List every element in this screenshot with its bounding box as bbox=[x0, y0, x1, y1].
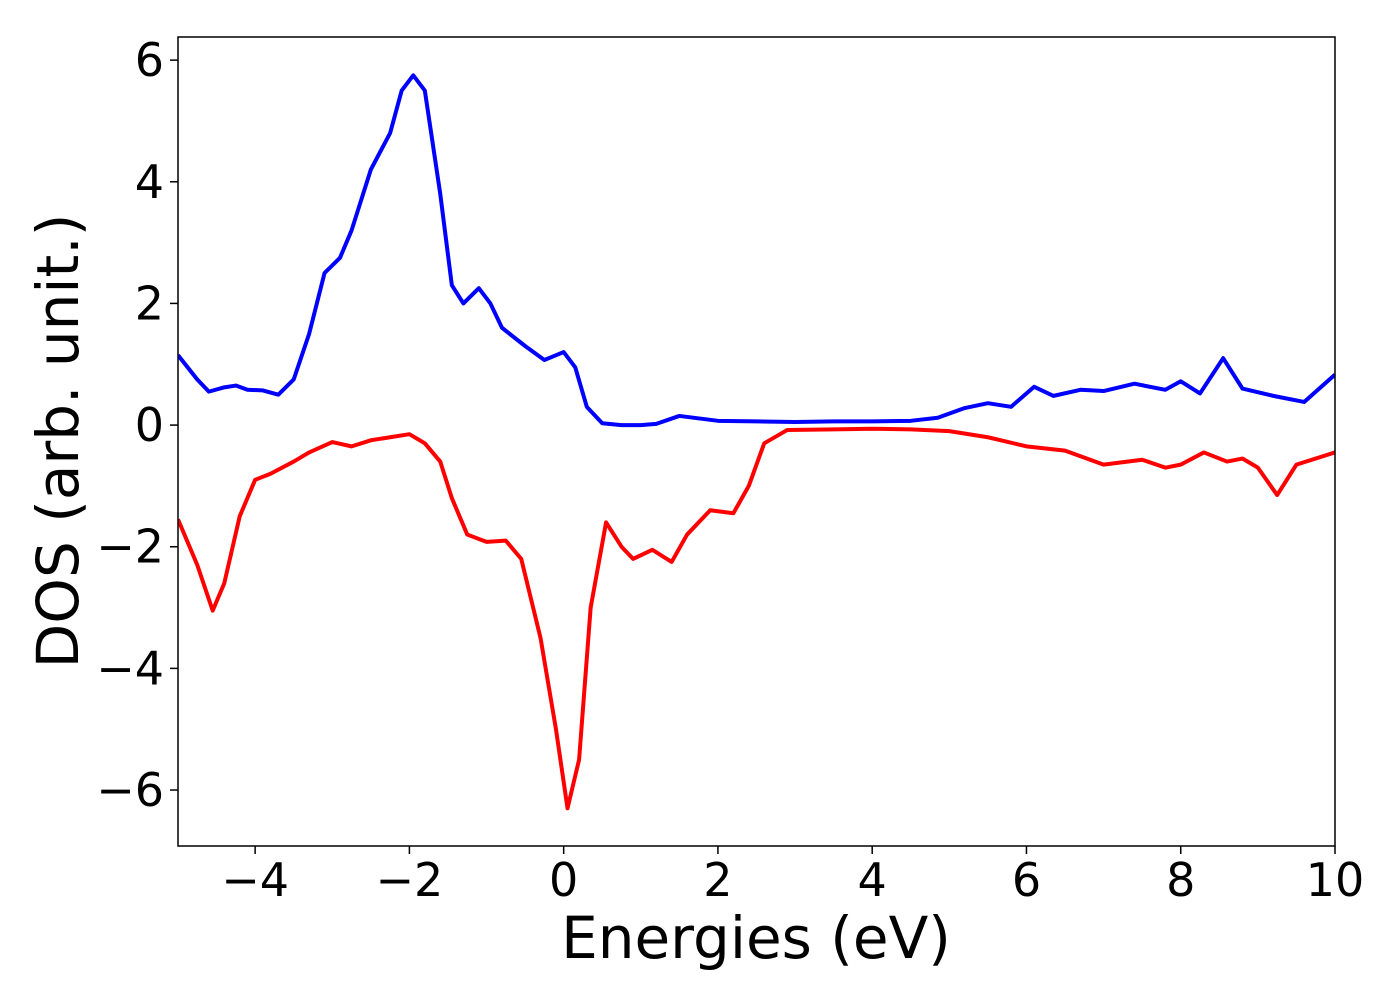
line-series bbox=[178, 426, 1335, 811]
x-axis-label: Energies (eV) bbox=[561, 904, 951, 972]
y-tick-label: 2 bbox=[135, 276, 164, 330]
y-tick-label: 4 bbox=[135, 155, 164, 209]
x-tick-label: 2 bbox=[703, 853, 732, 907]
y-tick-label: −6 bbox=[96, 763, 164, 817]
y-axis-label: DOS (arb. unit.) bbox=[24, 214, 92, 669]
x-tick-label: 8 bbox=[1166, 853, 1195, 907]
y-tick-label: 0 bbox=[135, 398, 164, 452]
plot-frame bbox=[177, 36, 1336, 847]
x-tick-label: 10 bbox=[1306, 853, 1365, 907]
x-tick-label: 4 bbox=[858, 853, 887, 907]
x-tick-label: 0 bbox=[549, 853, 578, 907]
x-tick-label: −2 bbox=[375, 853, 443, 907]
line-series bbox=[178, 73, 1335, 428]
y-tick-label: −2 bbox=[96, 520, 164, 574]
x-tick-label: 6 bbox=[1012, 853, 1041, 907]
y-tick-label: 6 bbox=[135, 33, 164, 87]
x-tick-label: −4 bbox=[221, 853, 289, 907]
y-tick-label: −4 bbox=[96, 641, 164, 695]
